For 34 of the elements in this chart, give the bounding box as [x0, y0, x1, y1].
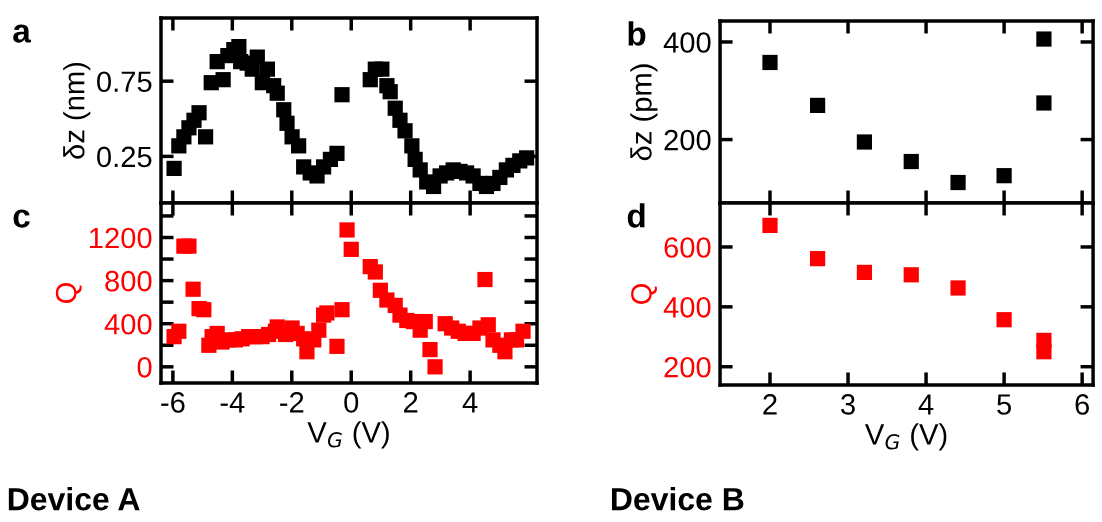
x-tick-label: 4 [462, 392, 478, 413]
text: Device B [611, 487, 744, 511]
x-tick-label: -4 [220, 392, 245, 413]
y-tick-label: 1200 [90, 227, 152, 249]
chart-title: d [627, 203, 645, 228]
y-tick-label: 400 [104, 313, 152, 335]
y-axis-title: Q [55, 283, 82, 303]
x-tick-label: 0 [344, 392, 359, 413]
y-tick-label: 400 [663, 32, 711, 53]
y-axis-title: δz (pm) [630, 64, 658, 161]
x-tick-label: 6 [1075, 394, 1089, 415]
y-tick-label: 0.75 [97, 71, 152, 93]
y-tick-label: 400 [663, 297, 711, 318]
y-axis-title: δz (nm) [63, 62, 91, 159]
y-tick-label: 200 [664, 356, 711, 378]
chart-title: b [628, 21, 646, 46]
x-tick-label: 2 [404, 392, 418, 413]
chart-title: c [13, 209, 30, 228]
y-tick-label: 800 [105, 270, 152, 292]
y-tick-label: 600 [664, 237, 711, 258]
x-axis-title: V$_{G}$ (V) [864, 423, 947, 451]
x-axis-title: V$_{G}$ (V) [307, 421, 389, 449]
text: Device A [8, 487, 140, 511]
x-tick-label: -6 [161, 392, 185, 413]
y-tick-label: 0 [137, 357, 152, 378]
y-tick-label: 200 [664, 129, 711, 151]
x-tick-label: -2 [280, 392, 304, 413]
x-tick-label: 5 [997, 394, 1011, 415]
x-tick-label: 4 [918, 394, 934, 415]
chart-title: a [13, 24, 31, 43]
y-tick-label: 0.25 [97, 146, 152, 168]
x-tick-label: 2 [763, 394, 777, 415]
x-tick-label: 3 [841, 394, 855, 415]
y-axis-title: Q [631, 284, 657, 304]
